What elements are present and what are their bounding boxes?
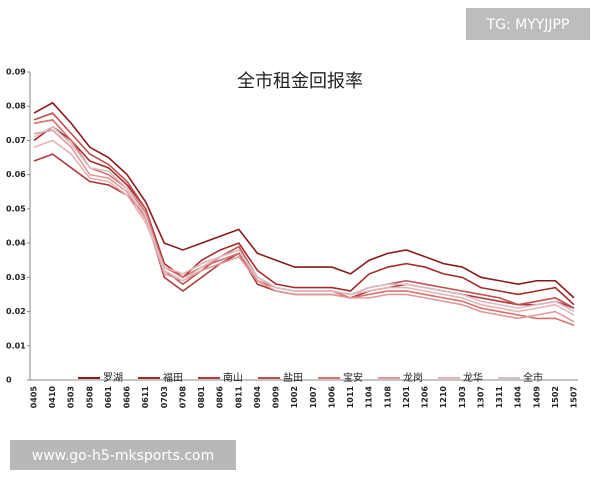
legend-label: 宝安 <box>343 371 363 384</box>
x-tick-label: 1011 <box>346 386 355 409</box>
x-tick-label: 1307 <box>476 386 485 408</box>
x-tick-label: 0503 <box>67 386 76 408</box>
legend-label: 龙岗 <box>403 371 423 384</box>
x-tick-label: 0909 <box>272 386 281 409</box>
x-tick-label: 0410 <box>48 386 57 409</box>
series-line <box>33 101 575 299</box>
y-tick-label: 0.01 <box>6 341 26 350</box>
y-tick-label: 0.05 <box>6 204 26 213</box>
x-tick-label: 0405 <box>30 386 39 409</box>
chart-title: 全市租金回报率 <box>237 71 363 92</box>
x-tick-label: 0703 <box>160 386 169 408</box>
x-tick-label: 1002 <box>290 386 299 408</box>
x-tick-label: 0508 <box>85 386 94 409</box>
series-line <box>33 129 575 323</box>
x-tick-label: 0708 <box>178 386 187 409</box>
y-tick-label: 0.09 <box>6 68 26 77</box>
y-tick-label: 0.08 <box>6 102 26 111</box>
x-tick-label: 0611 <box>141 386 150 409</box>
x-tick-label: 1206 <box>421 386 430 409</box>
x-tick-label: 0811 <box>234 386 243 409</box>
x-tick-label: 1409 <box>532 386 541 409</box>
x-tick-label: 0904 <box>253 386 262 409</box>
x-tick-label: 1007 <box>309 386 318 408</box>
x-tick-label: 0606 <box>123 386 132 409</box>
x-tick-label: 1201 <box>402 386 411 409</box>
y-tick-label: 0.04 <box>6 239 26 248</box>
x-tick-label: 1006 <box>327 386 336 409</box>
series-line <box>33 139 575 316</box>
series-line <box>33 125 575 306</box>
legend-label: 南山 <box>223 371 243 384</box>
x-tick-label: 1104 <box>365 386 374 409</box>
watermark: www.go-h5-mksports.com <box>32 448 215 464</box>
y-tick-label: 0.02 <box>6 307 26 316</box>
y-tick-label: 0.03 <box>6 273 26 282</box>
legend-label: 盐田 <box>283 371 303 384</box>
x-tick-label: 1311 <box>495 386 504 409</box>
y-tick-label: 0.06 <box>6 170 26 179</box>
x-tick-label: 1507 <box>570 386 579 408</box>
series-line <box>33 125 575 313</box>
x-tick-label: 1108 <box>383 386 392 409</box>
x-tick-label: 0801 <box>197 386 206 409</box>
x-tick-label: 0806 <box>216 386 225 409</box>
y-tick-label: 0.07 <box>6 136 26 145</box>
watermark-box <box>466 8 590 40</box>
y-tick-label: 0 <box>6 376 12 385</box>
watermark: TG: MYYJJPP <box>486 17 570 33</box>
legend-label: 福田 <box>163 371 183 384</box>
x-tick-label: 1502 <box>551 386 560 408</box>
legend-label: 全市 <box>523 371 543 384</box>
watermark-box <box>10 440 236 470</box>
legend-label: 罗湖 <box>103 372 123 384</box>
x-tick-label: 1210 <box>439 386 448 409</box>
x-tick-label: 0601 <box>104 386 113 409</box>
legend-label: 龙华 <box>463 371 483 384</box>
x-tick-label: 1303 <box>458 386 467 408</box>
x-tick-label: 1404 <box>514 386 523 409</box>
